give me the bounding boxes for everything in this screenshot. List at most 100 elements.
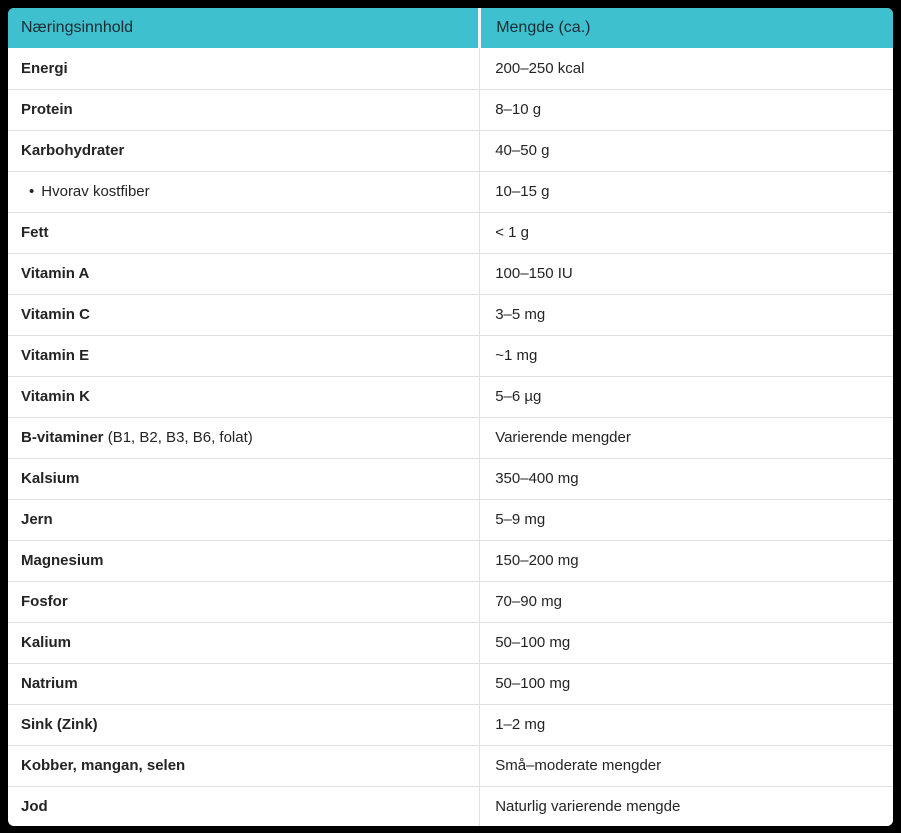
nutrient-cell: Kalium	[8, 622, 480, 664]
nutrient-cell: Kalsium	[8, 458, 480, 500]
row-label: Vitamin C	[21, 306, 90, 323]
amount-cell: Varierende mengder	[479, 417, 893, 459]
amount-cell: 10–15 g	[479, 171, 893, 213]
amount-cell: < 1 g	[479, 212, 893, 254]
row-value: 50–100 mg	[495, 675, 571, 692]
nutrient-cell: Vitamin E	[8, 335, 480, 377]
table-row: Vitamin K 5–6 µg	[8, 376, 893, 418]
table-row: Karbohydrater 40–50 g	[8, 130, 893, 172]
nutrient-cell: Magnesium	[8, 540, 480, 582]
row-label-suffix: (B1, B2, B3, B6, folat)	[103, 429, 253, 446]
row-label: Natrium	[21, 675, 78, 692]
row-value: 70–90 mg	[495, 593, 562, 610]
row-value: 5–9 mg	[495, 511, 546, 528]
row-value: 10–15 g	[495, 183, 550, 200]
table-row: B-vitaminer (B1, B2, B3, B6, folat) Vari…	[8, 417, 893, 459]
row-label: Sink (Zink)	[21, 716, 98, 733]
amount-cell: 70–90 mg	[479, 581, 893, 623]
row-value: 40–50 g	[495, 142, 550, 159]
nutrient-cell: Jod	[8, 786, 480, 826]
row-label: Magnesium	[21, 552, 104, 569]
amount-cell: Naturlig varierende mengde	[479, 786, 893, 826]
row-value: 350–400 mg	[495, 470, 579, 487]
nutrient-cell: Protein	[8, 89, 480, 131]
amount-cell: 8–10 g	[479, 89, 893, 131]
table-row: Jod Naturlig varierende mengde	[8, 786, 893, 826]
row-label: Jern	[21, 511, 53, 528]
bullet-icon: •	[29, 183, 35, 200]
nutrient-cell: Natrium	[8, 663, 480, 705]
table-row: Protein 8–10 g	[8, 89, 893, 131]
nutrient-cell: Fosfor	[8, 581, 480, 623]
row-value: 50–100 mg	[495, 634, 571, 651]
amount-cell: 5–6 µg	[479, 376, 893, 418]
row-value: ~1 mg	[495, 347, 538, 364]
amount-cell: 50–100 mg	[479, 622, 893, 664]
row-label: Fosfor	[21, 593, 68, 610]
table-row: Kalsium 350–400 mg	[8, 458, 893, 500]
table-row: Vitamin C 3–5 mg	[8, 294, 893, 336]
table-container: Næringsinnhold Mengde (ca.) Energi 200–2…	[8, 8, 893, 826]
row-label: Vitamin A	[21, 265, 90, 282]
row-label: Vitamin E	[21, 347, 90, 364]
table-row: • Hvorav kostfiber 10–15 g	[8, 171, 893, 213]
row-value: 100–150 IU	[495, 265, 573, 282]
nutrient-cell: Vitamin C	[8, 294, 480, 336]
table-row: Jern 5–9 mg	[8, 499, 893, 541]
table-row: Fett < 1 g	[8, 212, 893, 254]
nutrient-cell: B-vitaminer (B1, B2, B3, B6, folat)	[8, 417, 480, 459]
header-row: Næringsinnhold Mengde (ca.)	[8, 8, 893, 48]
row-value: Naturlig varierende mengde	[495, 798, 681, 816]
table-row: Natrium 50–100 mg	[8, 663, 893, 705]
row-value: 8–10 g	[495, 101, 542, 118]
row-value: < 1 g	[495, 224, 529, 241]
table-row: Kobber, mangan, selen Små–moderate mengd…	[8, 745, 893, 787]
nutrient-cell: Kobber, mangan, selen	[8, 745, 480, 787]
table-row: Magnesium 150–200 mg	[8, 540, 893, 582]
table-row: Vitamin E ~1 mg	[8, 335, 893, 377]
table-row: Fosfor 70–90 mg	[8, 581, 893, 623]
amount-cell: 1–2 mg	[479, 704, 893, 746]
amount-cell: 5–9 mg	[479, 499, 893, 541]
column-header-mengde: Mengde (ca.)	[478, 8, 893, 48]
nutrient-cell: Jern	[8, 499, 480, 541]
amount-cell: ~1 mg	[479, 335, 893, 377]
row-value: 1–2 mg	[495, 716, 546, 733]
row-label: Fett	[21, 224, 49, 241]
amount-cell: 3–5 mg	[479, 294, 893, 336]
table-body: Energi 200–250 kcal Protein 8–10 g Karbo…	[8, 48, 893, 826]
amount-cell: 100–150 IU	[479, 253, 893, 295]
row-value: 5–6 µg	[495, 388, 542, 405]
amount-cell: 200–250 kcal	[479, 48, 893, 90]
nutrition-table: Næringsinnhold Mengde (ca.) Energi 200–2…	[8, 8, 893, 826]
row-label: Kalsium	[21, 470, 80, 487]
nutrient-cell: Sink (Zink)	[8, 704, 480, 746]
row-label: B-vitaminer	[21, 429, 104, 446]
row-label: Vitamin K	[21, 388, 90, 405]
nutrient-cell: Vitamin K	[8, 376, 480, 418]
row-label: Karbohydrater	[21, 142, 125, 159]
row-label: Hvorav kostfiber	[41, 183, 150, 200]
row-value: 3–5 mg	[495, 306, 546, 323]
row-value: Små–moderate mengder	[495, 757, 662, 774]
nutrient-cell: Vitamin A	[8, 253, 480, 295]
row-value: 200–250 kcal	[495, 59, 585, 77]
row-label: Jod	[21, 798, 48, 816]
amount-cell: 50–100 mg	[479, 663, 893, 705]
table-row: Sink (Zink) 1–2 mg	[8, 704, 893, 746]
nutrient-cell: Fett	[8, 212, 480, 254]
table-row: Vitamin A 100–150 IU	[8, 253, 893, 295]
amount-cell: Små–moderate mengder	[479, 745, 893, 787]
column-header-naringsinnhold: Næringsinnhold	[8, 8, 480, 48]
nutrient-cell: • Hvorav kostfiber	[8, 171, 480, 213]
nutrient-cell: Karbohydrater	[8, 130, 480, 172]
table-header: Næringsinnhold Mengde (ca.)	[8, 8, 893, 48]
row-value: Varierende mengder	[495, 429, 631, 446]
table-row: Kalium 50–100 mg	[8, 622, 893, 664]
row-value: 150–200 mg	[495, 552, 579, 569]
row-label: Protein	[21, 101, 73, 118]
row-label: Kobber, mangan, selen	[21, 757, 186, 774]
table-row: Energi 200–250 kcal	[8, 48, 893, 90]
amount-cell: 350–400 mg	[479, 458, 893, 500]
amount-cell: 150–200 mg	[479, 540, 893, 582]
